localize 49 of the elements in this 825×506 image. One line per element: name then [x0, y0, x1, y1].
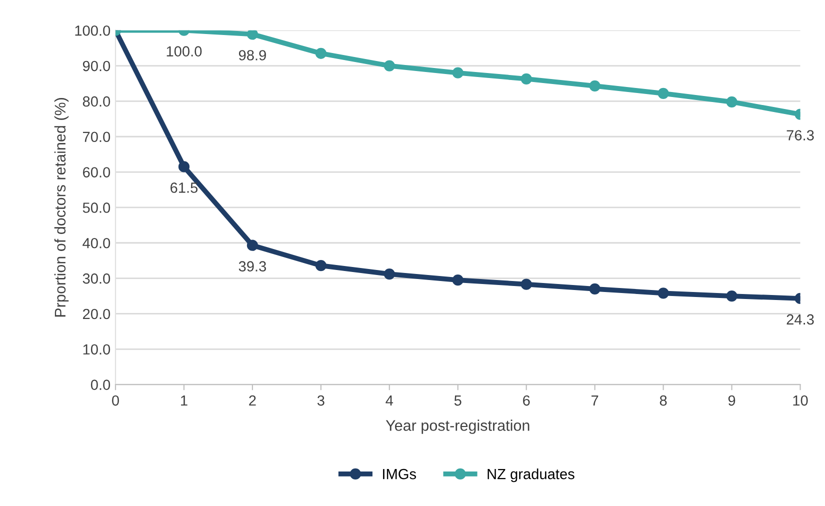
legend-label: IMGs	[383, 468, 416, 480]
data-label: 76.3	[786, 130, 814, 140]
data-label: 100.0	[166, 46, 202, 56]
point	[384, 268, 395, 280]
point	[246, 240, 258, 251]
x-tick-label: 1	[181, 396, 188, 406]
point	[658, 88, 669, 99]
point	[315, 48, 326, 59]
data-label: 24.3	[786, 314, 814, 325]
y-tick-label: 100.0	[75, 25, 110, 36]
x-tick-label: 6	[523, 395, 530, 406]
x-tick-label: 4	[386, 396, 394, 406]
x-tick-label: 9	[728, 395, 736, 406]
point	[589, 283, 600, 294]
x-tick-label: 7	[592, 396, 598, 406]
y-tick-label: 40.0	[82, 238, 110, 248]
legend-label: NZ graduates	[488, 468, 574, 482]
y-tick-label: 20.0	[82, 308, 110, 320]
x-tick-label: 3	[317, 395, 324, 406]
x-tick-label: 0	[112, 395, 119, 406]
y-tick-label: 0.0	[90, 380, 110, 390]
point	[589, 80, 600, 92]
point	[520, 73, 532, 84]
x-tick-label: 2	[249, 395, 256, 406]
y-tick-label: 60.0	[83, 167, 110, 178]
data-label: 39.3	[238, 261, 266, 272]
y-tick-label: 80.0	[82, 96, 110, 107]
y-tick-label: 10.0	[83, 344, 110, 355]
y-tick-label: 30.0	[82, 273, 110, 284]
point	[726, 290, 738, 302]
point	[315, 260, 326, 272]
point	[246, 30, 258, 40]
point	[452, 274, 464, 286]
x-tick-label: 10	[793, 395, 808, 406]
y-tick-label: 50.0	[82, 202, 110, 213]
y-axis-title: Prportion of doctors retained (%)	[54, 98, 69, 317]
y-tick-label: 70.0	[83, 132, 110, 142]
y-tick-label: 90.0	[82, 60, 110, 72]
point	[520, 278, 532, 290]
data-label: 61.5	[170, 182, 198, 193]
data-label: 98.9	[238, 50, 266, 60]
x-tick-label: 8	[660, 395, 667, 406]
point	[658, 288, 669, 299]
point	[452, 67, 464, 78]
x-tick-label: 5	[454, 396, 462, 406]
x-axis-title: Year post-registration	[386, 420, 530, 434]
point	[178, 161, 190, 172]
point	[726, 96, 738, 108]
point	[384, 60, 395, 72]
